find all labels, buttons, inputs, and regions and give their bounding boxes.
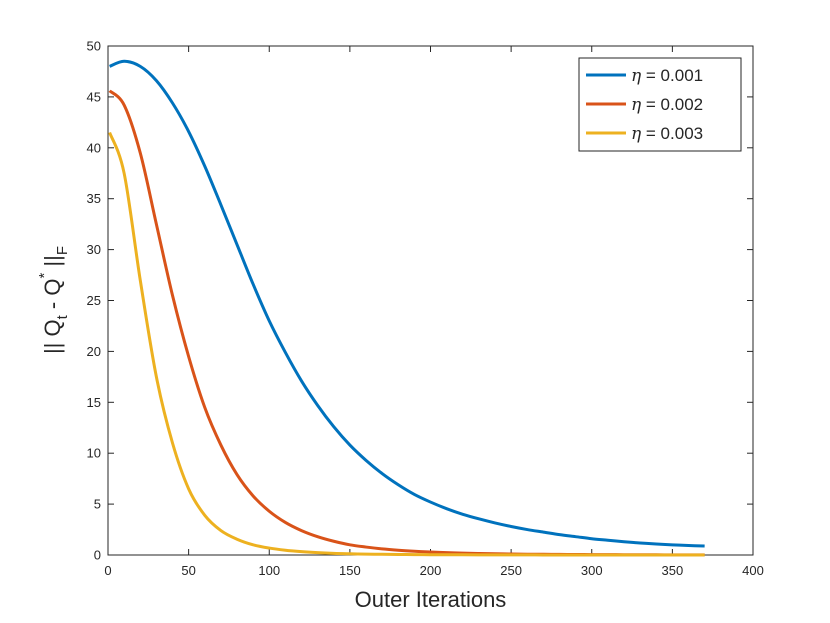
y-label-sub-t: t (54, 314, 71, 319)
y-tick-label: 50 (87, 39, 101, 54)
legend-value: = 0.003 (641, 124, 703, 143)
y-tick-label: 35 (87, 191, 101, 206)
legend-eta-symbol: η (631, 95, 642, 115)
svg-text:|| Qt - Q* ||F: || Qt - Q* ||F (36, 246, 71, 354)
series-line-1 (109, 59, 705, 548)
x-tick-label: 0 (104, 563, 111, 578)
x-tick-label: 300 (581, 563, 603, 578)
y-axis-ticks: 0 5 10 15 20 25 30 35 40 45 50 (87, 39, 753, 563)
y-tick-label: 25 (87, 293, 101, 308)
legend-label-1: η = 0.001 (631, 66, 703, 86)
y-tick-label: 40 (87, 140, 101, 155)
y-tick-label: 20 (87, 344, 101, 359)
series-line-3 (108, 131, 705, 557)
x-tick-label: 100 (258, 563, 280, 578)
x-tick-label: 350 (662, 563, 684, 578)
legend-value: = 0.002 (641, 95, 703, 114)
x-tick-label: 150 (339, 563, 361, 578)
y-tick-label: 15 (87, 395, 101, 410)
series-lines (108, 59, 705, 557)
legend-eta-symbol: η (631, 124, 642, 144)
y-label-part-b: - Q (40, 279, 65, 316)
x-axis-ticks: 0 50 100 150 200 250 300 350 400 (104, 46, 764, 578)
legend-label-3: η = 0.003 (631, 124, 703, 144)
y-label-sub-f: F (54, 246, 71, 255)
y-label-part-a: || Q (40, 319, 65, 354)
y-axis-label: || Qt - Q* ||F (36, 246, 71, 354)
y-tick-label: 0 (94, 548, 101, 563)
x-tick-label: 200 (420, 563, 442, 578)
x-tick-label: 400 (742, 563, 764, 578)
y-tick-label: 45 (87, 89, 101, 104)
x-axis-label: Outer Iterations (355, 587, 507, 612)
y-label-part-c: || (40, 255, 65, 273)
legend-label-2: η = 0.002 (631, 95, 703, 115)
legend-eta-symbol: η (631, 66, 642, 86)
y-tick-label: 30 (87, 242, 101, 257)
x-tick-label: 250 (500, 563, 522, 578)
y-tick-label: 5 (94, 497, 101, 512)
x-tick-label: 50 (181, 563, 195, 578)
y-tick-label: 10 (87, 446, 101, 461)
y-label-sup-star: * (36, 273, 53, 279)
legend-value: = 0.001 (641, 66, 703, 85)
